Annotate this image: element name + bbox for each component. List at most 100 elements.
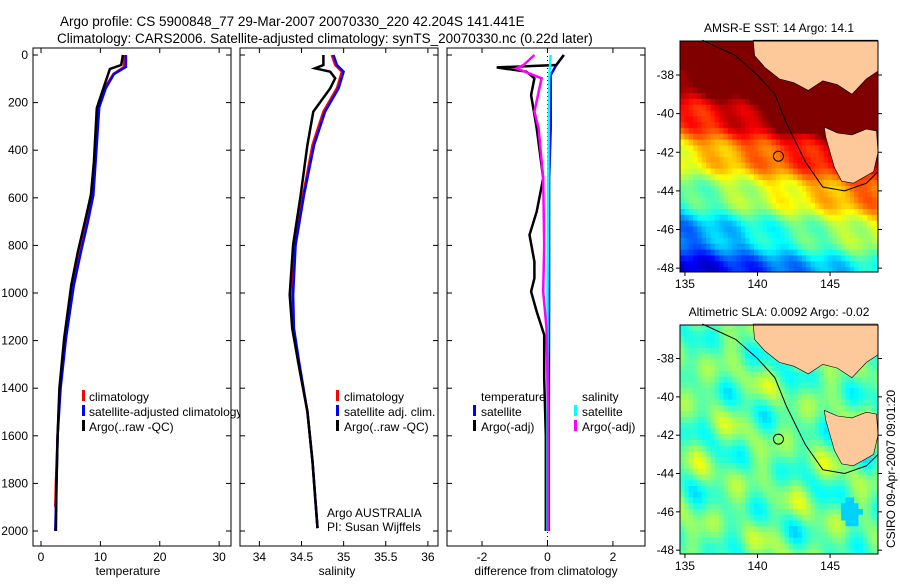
- map-cell: [710, 209, 716, 216]
- map-cell: [684, 480, 690, 487]
- map-cell: [767, 116, 773, 123]
- map-cell: [793, 174, 799, 181]
- map-cell: [723, 139, 729, 146]
- map-cell: [714, 440, 720, 447]
- map-cell: [723, 232, 729, 239]
- map-cell: [710, 52, 716, 59]
- map-cell: [754, 93, 759, 100]
- map-cell: [836, 463, 842, 470]
- map-cell: [693, 98, 699, 106]
- map-cell: [710, 468, 716, 476]
- map-cell: [771, 514, 777, 522]
- map-cell: [732, 104, 738, 112]
- map-cell: [706, 330, 712, 338]
- map-cell: [741, 336, 746, 343]
- map-cell: [775, 365, 781, 372]
- map-cell: [680, 382, 685, 389]
- map-cell: [780, 399, 786, 407]
- map-cell: [801, 203, 807, 210]
- map-cell: [745, 428, 751, 435]
- map-cell: [762, 261, 768, 268]
- map-cell: [741, 214, 746, 222]
- map-cell: [732, 70, 738, 77]
- map-cell: [762, 255, 768, 262]
- map-cell: [797, 394, 803, 401]
- map-cell: [714, 203, 720, 210]
- map-cell: [732, 162, 738, 170]
- map-cell: [688, 209, 694, 216]
- map-cell: [836, 174, 842, 181]
- map-cell: [836, 537, 842, 545]
- map-cell: [697, 405, 703, 412]
- map-cell: [719, 365, 725, 372]
- map-cell: [680, 422, 685, 430]
- map-cell: [693, 232, 699, 239]
- map-cell: [828, 399, 834, 407]
- map-cell: [680, 214, 685, 222]
- map-cell: [867, 532, 873, 539]
- map-cell: [806, 145, 812, 152]
- map-cell: [810, 220, 816, 227]
- map-cell: [706, 87, 712, 94]
- map-cell: [806, 509, 812, 516]
- map-cell: [810, 203, 816, 210]
- map-cell: [680, 127, 685, 135]
- map-cell: [732, 399, 738, 407]
- map-cell: [697, 93, 703, 100]
- map-cell: [727, 405, 733, 412]
- figure-title-line2: Climatology: CARS2006. Satellite-adjuste…: [57, 31, 593, 46]
- map-cell: [706, 497, 712, 504]
- map-cell: [749, 81, 755, 88]
- map-cell: [771, 104, 777, 112]
- map-cell: [693, 394, 699, 401]
- map-cell: [723, 359, 729, 366]
- map-cell: [706, 197, 712, 204]
- map-cell: [749, 434, 755, 441]
- map-cell: [758, 98, 764, 106]
- map-cell: [771, 520, 777, 527]
- map-cell: [784, 174, 790, 181]
- map-cell: [723, 127, 729, 135]
- map-cell: [680, 463, 685, 470]
- map-cell: [706, 52, 712, 59]
- map-cell: [810, 543, 816, 550]
- map-cell: [723, 41, 729, 48]
- map-cell: [871, 122, 877, 129]
- map-cell: [762, 185, 768, 193]
- map-cell: [680, 249, 685, 256]
- map-cell: [797, 133, 803, 141]
- map-cell: [767, 365, 773, 372]
- map-cell: [706, 133, 712, 141]
- map-cell: [719, 220, 725, 227]
- map-cell: [723, 526, 729, 533]
- map-cell: [819, 174, 825, 181]
- map-cell: [736, 457, 742, 464]
- y-tick-label: 600: [8, 191, 28, 205]
- map-cell: [745, 480, 751, 487]
- map-cell: [697, 480, 703, 487]
- map-cell: [745, 532, 751, 539]
- map-cell: [788, 474, 794, 481]
- map-cell: [680, 267, 685, 274]
- map-cell: [801, 405, 807, 412]
- map-cell: [697, 371, 703, 378]
- map-cell: [784, 255, 790, 262]
- map-cell: [719, 64, 725, 71]
- map-cell: [767, 98, 773, 106]
- map-cell: [680, 486, 685, 493]
- map-cell: [854, 261, 860, 268]
- map-cell: [788, 468, 794, 476]
- map-cell: [758, 87, 764, 94]
- map-cell: [828, 549, 834, 556]
- map-cell: [710, 180, 716, 187]
- map-cell: [714, 133, 720, 141]
- map-cell: [727, 497, 733, 504]
- map-cell: [801, 232, 807, 239]
- map-cell: [693, 197, 699, 204]
- map-cell: [849, 549, 855, 556]
- map-cell: [806, 209, 812, 216]
- map-cell: [784, 232, 790, 239]
- map-cell: [758, 451, 764, 458]
- map-cell: [745, 110, 751, 117]
- map-cell: [797, 428, 803, 435]
